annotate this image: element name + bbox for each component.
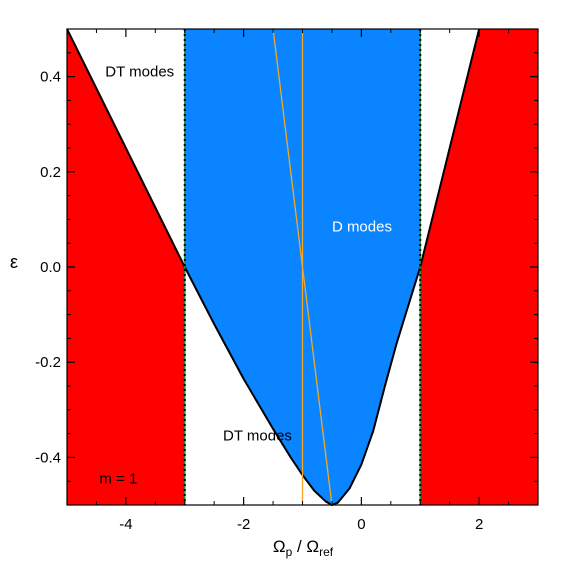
y-tick-label: -0.4	[35, 449, 61, 466]
x-axis-label-mid: / Ω	[292, 537, 319, 556]
y-tick-label: 0.2	[40, 164, 61, 181]
labels-layer: D modes DT modes DT modes m = 1	[99, 64, 392, 488]
x-tick-label: 0	[357, 516, 365, 533]
annotation-m: m = 1	[99, 471, 137, 488]
plot-layer	[66, 28, 538, 507]
x-tick-label: -4	[119, 516, 132, 533]
region-label-1: DT modes	[105, 64, 174, 81]
red-region-left	[67, 29, 185, 505]
diagonal-line-orange	[272, 28, 333, 506]
x-tick-label: -2	[237, 516, 250, 533]
y-tick-label: 0.0	[40, 259, 61, 276]
y-tick-label: 0.4	[40, 69, 61, 86]
region-label-0: D modes	[332, 218, 392, 235]
x-tick-label: 2	[475, 516, 483, 533]
x-axis-label: Ωp / Ωref	[273, 537, 334, 559]
x-axis-label-sub1: p	[286, 545, 293, 559]
region-label-2: DT modes	[223, 428, 292, 445]
y-axis-label: ε	[10, 252, 18, 272]
x-axis-label-sub2: ref	[319, 545, 334, 559]
axes-layer: -4 -2 0 2 -0.4 -0.2 0.0 0.2 0.4	[35, 28, 539, 533]
x-axis-label-main: Ω	[273, 537, 286, 556]
y-tick-label: -0.2	[35, 354, 61, 371]
